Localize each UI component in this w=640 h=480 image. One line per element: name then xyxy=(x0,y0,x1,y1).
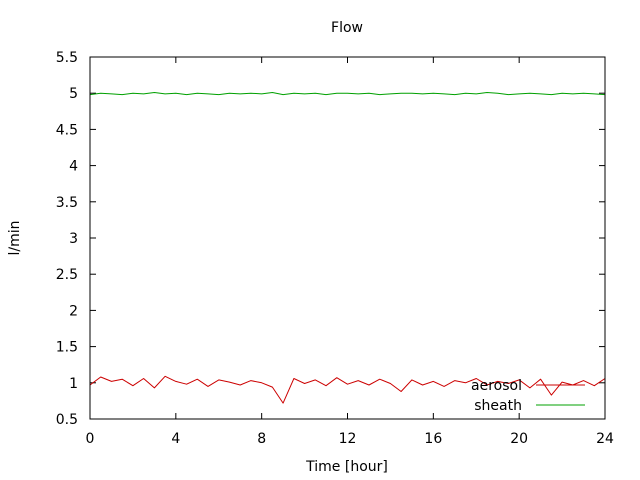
y-tick-label: 5.5 xyxy=(56,50,78,66)
y-tick-label: 2 xyxy=(69,303,78,319)
y-tick-label: 5 xyxy=(69,86,78,102)
x-tick-label: 8 xyxy=(257,431,266,447)
x-tick-label: 24 xyxy=(596,431,614,447)
legend: aerosol sheath xyxy=(471,378,585,414)
y-tick-label: 4 xyxy=(69,159,78,175)
y-tick-label: 0.5 xyxy=(56,412,78,428)
x-tick-label: 16 xyxy=(424,431,442,447)
chart-title: Flow xyxy=(331,20,363,36)
y-tick-label: 1 xyxy=(69,376,78,392)
y-tick-label: 1.5 xyxy=(56,340,78,356)
legend-label-sheath: sheath xyxy=(474,398,522,414)
y-tick-label: 3.5 xyxy=(56,195,78,211)
x-tick-label: 0 xyxy=(86,431,95,447)
x-tick-label: 20 xyxy=(510,431,528,447)
y-tick-label: 3 xyxy=(69,231,78,247)
series-line-sheath xyxy=(89,92,606,96)
x-tick-label: 4 xyxy=(171,431,180,447)
y-axis-label: l/min xyxy=(7,220,23,255)
y-tick-label: 4.5 xyxy=(56,122,78,138)
series-line-aerosol xyxy=(89,375,606,404)
y-tick-label: 2.5 xyxy=(56,267,78,283)
series-lines xyxy=(89,92,606,404)
x-axis-label: Time [hour] xyxy=(305,459,388,475)
legend-label-aerosol: aerosol xyxy=(471,378,522,394)
plot-frame xyxy=(89,56,606,420)
x-tick-label: 12 xyxy=(339,431,357,447)
